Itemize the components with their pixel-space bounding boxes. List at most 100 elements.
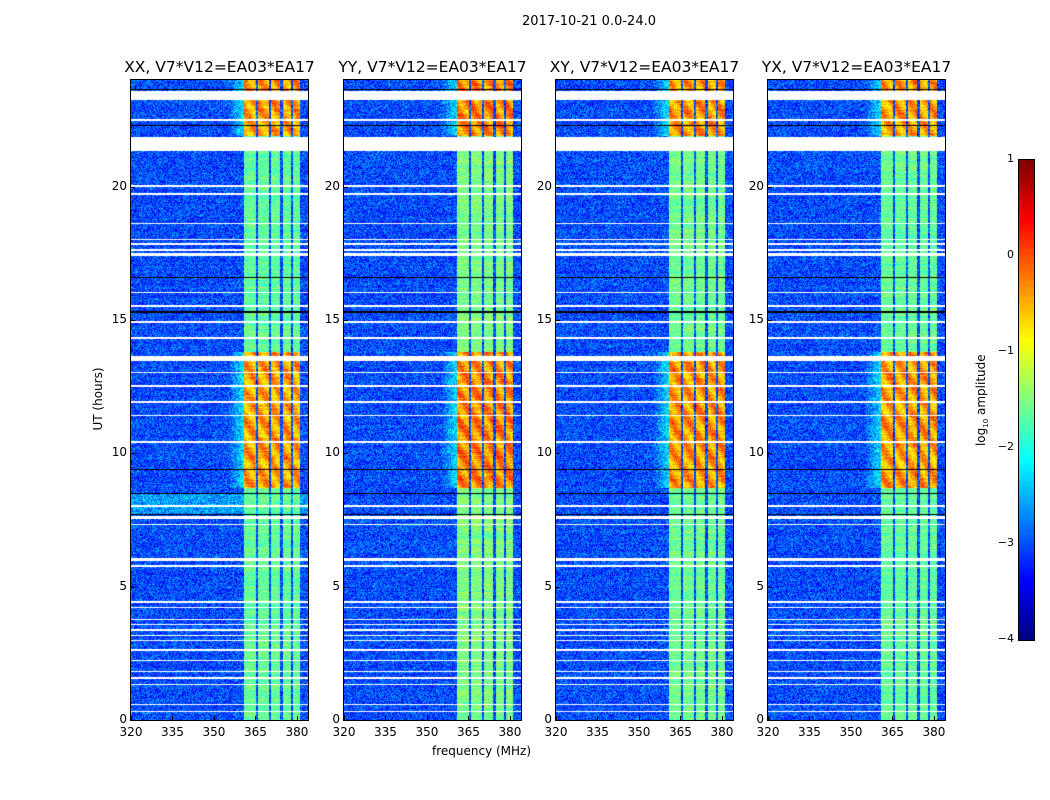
y-tick-mark (344, 453, 348, 455)
x-tick-label: 380 (285, 725, 309, 739)
y-tick-mark (768, 586, 772, 588)
x-tick-label: 335 (374, 725, 397, 739)
heatmap-panel (343, 79, 522, 721)
x-tick-label: 365 (244, 725, 267, 739)
y-tick-mark (768, 186, 772, 188)
colorbar-label-rest: amplitude (973, 354, 988, 419)
y-tick-label: 0 (332, 712, 340, 726)
x-tick-label: 380 (710, 725, 734, 739)
y-tick-mark (556, 720, 560, 721)
colorbar-label: log10 amplitude (974, 350, 990, 450)
colorbar (1018, 159, 1035, 641)
x-tick-mark (933, 716, 935, 720)
y-tick-label: 10 (536, 445, 552, 460)
colorbar-tick-label: 1 (1007, 152, 1014, 165)
y-tick-mark (131, 720, 135, 721)
x-tick-mark (255, 716, 257, 720)
y-tick-mark (556, 320, 560, 321)
x-tick-mark (638, 716, 640, 720)
panel-title: YY, V7*V12=EA03*EA17 (338, 58, 527, 76)
panel-title: XY, V7*V12=EA03*EA17 (549, 58, 740, 76)
x-tick-label: 350 (202, 725, 226, 739)
y-tick-label: 0 (756, 712, 764, 726)
y-axis-label: UT (hours) (91, 367, 105, 431)
y-tick-mark (768, 453, 772, 455)
colorbar-tick-label: −2 (997, 440, 1014, 453)
y-tick-label: 10 (111, 445, 127, 460)
y-tick-label: 5 (544, 578, 552, 593)
x-tick-label: 350 (839, 725, 863, 739)
x-tick-mark (509, 716, 511, 720)
y-tick-mark (131, 586, 135, 588)
y-tick-label: 20 (111, 178, 127, 193)
y-tick-mark (556, 586, 560, 588)
x-tick-mark (426, 716, 428, 720)
colorbar-tick-label: −3 (997, 536, 1014, 549)
panel-title: XX, V7*V12=EA03*EA17 (124, 58, 315, 76)
heatmap-image (768, 80, 945, 720)
y-tick-mark (768, 320, 772, 321)
heatmap-panel (555, 79, 734, 721)
x-tick-label: 320 (332, 725, 356, 739)
x-tick-label: 320 (756, 725, 780, 739)
x-tick-mark (213, 716, 215, 720)
y-tick-label: 20 (324, 178, 340, 193)
x-tick-mark (172, 716, 174, 720)
x-tick-mark (385, 716, 387, 720)
x-tick-label: 335 (798, 725, 821, 739)
y-tick-label: 20 (748, 178, 764, 193)
x-tick-mark (680, 716, 682, 720)
x-tick-label: 365 (457, 725, 480, 739)
heatmap-image (556, 80, 733, 720)
colorbar-label-main: log (973, 427, 988, 447)
x-tick-label: 335 (161, 725, 184, 739)
y-tick-label: 15 (111, 312, 127, 326)
x-tick-label: 335 (586, 725, 609, 739)
x-tick-label: 320 (119, 725, 143, 739)
x-tick-mark (768, 716, 769, 720)
x-tick-label: 350 (627, 725, 651, 739)
x-tick-mark (131, 716, 132, 720)
y-tick-label: 20 (536, 178, 552, 193)
x-tick-mark (468, 716, 470, 720)
y-tick-mark (768, 720, 772, 721)
y-tick-label: 15 (748, 312, 764, 326)
y-tick-mark (131, 186, 135, 188)
heatmap-image (344, 80, 521, 720)
y-tick-mark (344, 186, 348, 188)
colorbar-gradient (1019, 160, 1034, 640)
y-tick-mark (556, 186, 560, 188)
colorbar-tick-label: −4 (997, 632, 1014, 645)
x-tick-label: 380 (498, 725, 522, 739)
y-tick-label: 10 (324, 445, 340, 460)
figure-title: 2017-10-21 0.0-24.0 (522, 14, 656, 29)
heatmap-image (131, 80, 308, 720)
x-tick-label: 320 (544, 725, 568, 739)
x-tick-mark (809, 716, 811, 720)
y-tick-label: 0 (544, 712, 552, 726)
heatmap-panel (767, 79, 946, 721)
heatmap-panel (130, 79, 309, 721)
y-tick-label: 5 (332, 578, 340, 593)
x-tick-mark (344, 716, 345, 720)
y-tick-label: 5 (119, 578, 127, 593)
colorbar-tick-label: 0 (1007, 248, 1014, 261)
y-tick-label: 5 (756, 578, 764, 593)
panel-title: YX, V7*V12=EA03*EA17 (761, 58, 952, 76)
y-tick-mark (556, 453, 560, 455)
y-tick-mark (131, 320, 135, 321)
x-tick-label: 365 (881, 725, 904, 739)
y-tick-label: 15 (324, 312, 340, 326)
y-tick-mark (344, 720, 348, 721)
x-tick-mark (892, 716, 894, 720)
x-axis-label: frequency (MHz) (432, 744, 532, 758)
x-tick-label: 380 (922, 725, 946, 739)
x-tick-mark (721, 716, 723, 720)
colorbar-tick-label: −1 (997, 344, 1014, 357)
x-tick-mark (296, 716, 298, 720)
y-tick-mark (344, 586, 348, 588)
x-tick-label: 350 (415, 725, 439, 739)
x-tick-mark (850, 716, 852, 720)
x-tick-label: 365 (669, 725, 692, 739)
